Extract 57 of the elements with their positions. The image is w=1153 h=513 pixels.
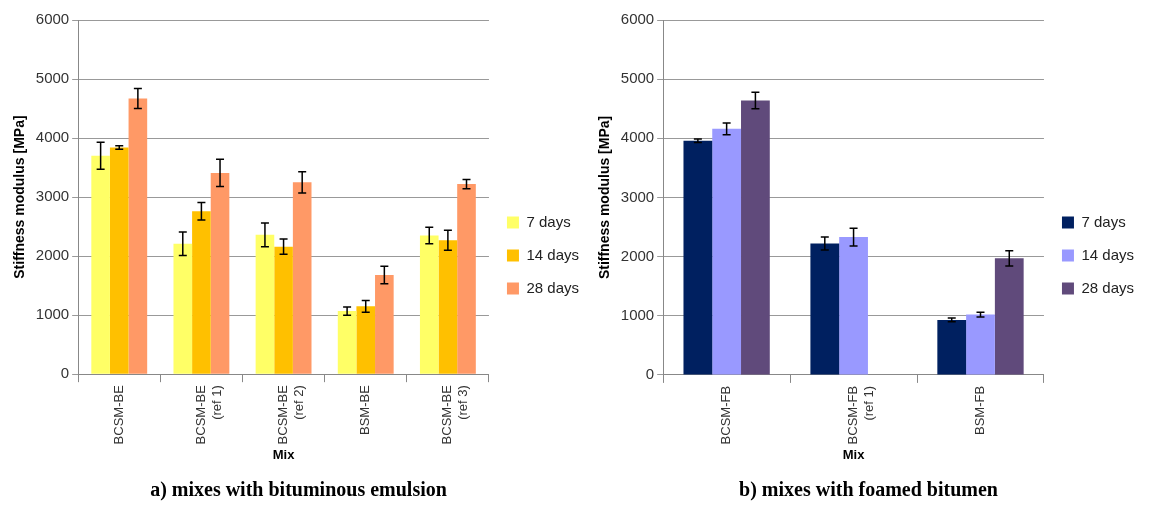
- bar: [712, 128, 742, 375]
- bar: [994, 258, 1024, 375]
- bar: [274, 246, 293, 374]
- bar: [109, 147, 129, 374]
- x-tick-label: BSM-FB: [972, 385, 988, 436]
- bar: [839, 237, 868, 375]
- bar: [683, 140, 713, 375]
- text: b) mixes with foamed bitumen: [739, 478, 998, 502]
- x-tick-label: BCSM-FB (ref 1): [845, 385, 876, 445]
- bar: [937, 319, 967, 375]
- bar: [173, 243, 193, 374]
- y-tick-label: 1000: [620, 305, 655, 323]
- legend-label: 14 days: [526, 245, 580, 263]
- bar: [91, 155, 110, 374]
- x-tick-label: BCSM-FB: [718, 385, 734, 445]
- bar: [210, 172, 230, 374]
- y-tick-label: 1000: [35, 305, 70, 323]
- y-tick-label: 5000: [35, 69, 70, 87]
- bar: [375, 275, 394, 374]
- bar: [966, 314, 995, 375]
- y-tick-label: 4000: [35, 128, 70, 146]
- bar: [457, 184, 476, 374]
- x-tick-label: BSM-BE: [357, 384, 373, 436]
- bar: [337, 311, 357, 374]
- y-tick-label: 0: [60, 364, 70, 382]
- y-axis-title: Stiffness modulus [MPa]: [11, 115, 28, 279]
- bar: [128, 98, 148, 374]
- legend-label: 28 days: [526, 278, 580, 296]
- bar: [741, 100, 770, 375]
- bar: [419, 235, 439, 374]
- y-tick-label: 3000: [620, 187, 655, 205]
- y-tick-label: 3000: [35, 187, 70, 205]
- x-tick-label: BCSM-BE (ref 2): [275, 384, 306, 445]
- bar: [192, 211, 211, 374]
- y-tick-label: 0: [645, 365, 655, 383]
- bar: [292, 182, 312, 374]
- legend-label: 14 days: [1081, 245, 1135, 263]
- y-tick-label: 4000: [620, 128, 655, 146]
- y-tick-label: 2000: [620, 246, 655, 264]
- bar: [438, 240, 458, 374]
- x-axis-title: Mix: [272, 446, 296, 462]
- legend-label: 7 days: [526, 212, 571, 230]
- text: a) mixes with bituminous emulsion: [150, 478, 447, 502]
- x-tick-label: BCSM-BE: [110, 384, 126, 445]
- bar: [810, 243, 840, 375]
- bar: [255, 234, 275, 374]
- x-axis-title: Mix: [842, 446, 866, 462]
- y-tick-label: 6000: [620, 10, 655, 28]
- y-tick-label: 2000: [35, 246, 70, 264]
- bar: [356, 306, 376, 374]
- y-tick-label: 5000: [620, 69, 655, 87]
- x-tick-label: BCSM-BE (ref 3): [439, 384, 471, 445]
- legend-label: 7 days: [1081, 212, 1126, 230]
- y-axis-title: Stiffness modulus [MPa]: [596, 115, 613, 280]
- x-tick-label: BCSM-BE (ref 1): [192, 384, 224, 445]
- legend-label: 28 days: [1081, 278, 1135, 296]
- y-tick-label: 6000: [35, 10, 70, 28]
